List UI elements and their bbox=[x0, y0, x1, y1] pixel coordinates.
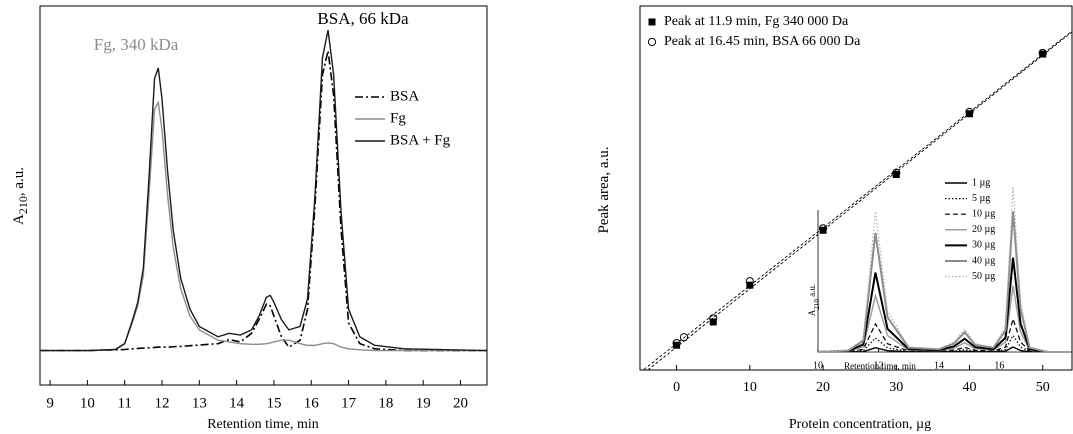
y-axis-label: A210, a.u. bbox=[11, 167, 29, 225]
x-tick-label: 19 bbox=[416, 395, 431, 411]
x-tick-label: 10 bbox=[80, 395, 95, 411]
x-tick-label: 15 bbox=[266, 395, 281, 411]
series-line bbox=[818, 334, 1048, 352]
legend-label: Peak at 16.45 min, BSA 66 000 Da bbox=[664, 34, 861, 49]
x-tick-label: 12 bbox=[873, 360, 883, 371]
y-label-sub: 210 bbox=[813, 299, 821, 310]
legend-label: BSA bbox=[390, 88, 419, 104]
plot-frame bbox=[639, 5, 1073, 371]
annotation: BSA, 66 kDa bbox=[317, 9, 409, 28]
y-label-sub: 210 bbox=[16, 196, 30, 214]
y-label-main: A bbox=[11, 214, 27, 225]
x-tick-label: 14 bbox=[229, 395, 245, 411]
x-axis-label: Protein concentration, µg bbox=[789, 417, 931, 432]
point bbox=[673, 341, 681, 349]
annotation: Fg, 340 kDa bbox=[94, 35, 179, 54]
legend-label: 30 µg bbox=[972, 240, 995, 251]
point bbox=[1039, 50, 1047, 58]
x-axis-label: Retention time, min bbox=[844, 361, 916, 371]
legend-marker bbox=[648, 18, 656, 26]
point bbox=[892, 168, 901, 177]
point bbox=[745, 277, 754, 286]
plot-frame bbox=[39, 5, 488, 386]
series-line bbox=[818, 316, 1048, 352]
point bbox=[965, 107, 974, 117]
series-line bbox=[818, 285, 1048, 352]
y-label-main: A bbox=[807, 309, 817, 316]
series-line bbox=[40, 29, 487, 352]
axis-line bbox=[817, 210, 1072, 353]
series-line bbox=[40, 50, 487, 352]
y-label-rest: a.u. bbox=[807, 284, 817, 299]
series-line bbox=[818, 346, 1048, 352]
x-tick-label: 14 bbox=[934, 360, 944, 371]
x-tick-label: 9 bbox=[46, 395, 54, 411]
x-tick-label: 13 bbox=[192, 395, 207, 411]
legend-label: Peak at 11.9 min, Fg 340 000 Da bbox=[664, 14, 849, 29]
y-label-main: Peak area, a.u. bbox=[596, 146, 612, 233]
chart: 9 10 11 12 13 14 15 16 17 18 19 20 Retention time, m… bbox=[11, 5, 488, 432]
fit-line bbox=[642, 30, 1072, 370]
series-line bbox=[818, 211, 1049, 352]
legend-label: 20 µg bbox=[972, 224, 995, 235]
x-tick-label: 10 bbox=[743, 380, 757, 395]
x-tick-label: 40 bbox=[962, 380, 976, 395]
x-tick-label: 0 bbox=[673, 380, 680, 395]
point bbox=[892, 171, 900, 179]
series-line bbox=[818, 186, 1048, 352]
legend-label: 50 µg bbox=[972, 271, 995, 282]
x-tick-label: 17 bbox=[341, 395, 357, 411]
point bbox=[819, 226, 827, 234]
point bbox=[818, 224, 828, 233]
series-line bbox=[818, 257, 1048, 352]
x-tick-label: 20 bbox=[453, 395, 468, 411]
x-tick-label: 50 bbox=[1036, 380, 1050, 395]
y-axis-label: A210 a.u. bbox=[807, 284, 821, 316]
chart: 0 10 20 30 40 50 Protein concentration, µg Peak… bbox=[596, 5, 1073, 432]
x-tick-label: 10 bbox=[813, 360, 823, 371]
legend-label: 1 µg bbox=[972, 177, 990, 188]
legend-label: 40 µg bbox=[972, 255, 995, 266]
x-tick-label: 30 bbox=[889, 380, 903, 395]
x-tick-label: 16 bbox=[994, 360, 1004, 371]
chart: 10 12 14 16 Retention time, min A210 a.u. 1 µg… bbox=[807, 177, 1072, 371]
point bbox=[679, 333, 689, 342]
point bbox=[965, 110, 973, 118]
x-tick-label: 18 bbox=[378, 395, 393, 411]
x-tick-label: 20 bbox=[816, 380, 830, 395]
legend-label: 10 µg bbox=[972, 208, 995, 219]
x-axis-label: Retention time, min bbox=[207, 417, 319, 432]
legend-label: Fg bbox=[390, 110, 406, 126]
y-label-rest: , a.u. bbox=[11, 167, 27, 196]
x-tick-label: 12 bbox=[155, 395, 170, 411]
legend-label: BSA + Fg bbox=[390, 132, 451, 148]
point bbox=[1038, 48, 1047, 58]
y-axis-label: Peak area, a.u. bbox=[596, 146, 612, 233]
point bbox=[709, 314, 718, 323]
x-tick-label: 16 bbox=[304, 395, 320, 411]
legend-marker bbox=[647, 37, 657, 47]
legend-label: 5 µg bbox=[972, 193, 990, 204]
point bbox=[672, 338, 681, 348]
x-tick-label: 11 bbox=[117, 395, 131, 411]
